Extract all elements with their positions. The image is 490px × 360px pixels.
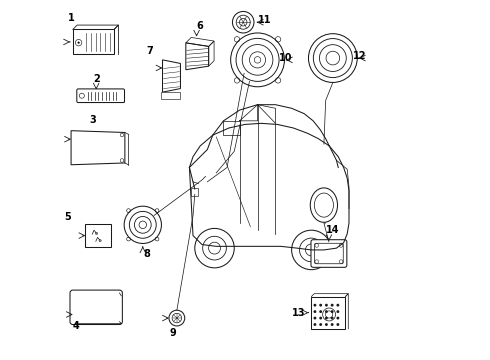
Circle shape xyxy=(319,310,322,313)
Circle shape xyxy=(331,304,334,307)
Text: 11: 11 xyxy=(258,15,271,26)
Circle shape xyxy=(77,41,80,44)
Text: 14: 14 xyxy=(326,225,340,235)
FancyBboxPatch shape xyxy=(191,188,197,196)
Circle shape xyxy=(331,323,334,326)
Text: 13: 13 xyxy=(292,308,305,318)
FancyBboxPatch shape xyxy=(77,89,124,103)
Circle shape xyxy=(314,304,317,307)
Text: 8: 8 xyxy=(143,249,150,259)
Text: 4: 4 xyxy=(72,321,79,330)
Text: 1: 1 xyxy=(68,13,74,23)
Text: 9: 9 xyxy=(169,328,176,338)
Circle shape xyxy=(337,310,339,313)
Circle shape xyxy=(319,304,322,307)
Text: 3: 3 xyxy=(89,115,96,125)
FancyBboxPatch shape xyxy=(70,290,122,324)
Circle shape xyxy=(314,317,317,319)
Text: 2: 2 xyxy=(93,74,99,84)
FancyBboxPatch shape xyxy=(85,224,111,247)
Circle shape xyxy=(319,323,322,326)
Circle shape xyxy=(331,310,334,313)
Circle shape xyxy=(337,304,339,307)
FancyBboxPatch shape xyxy=(315,243,343,264)
FancyBboxPatch shape xyxy=(311,240,347,267)
Text: 10: 10 xyxy=(279,53,293,63)
Text: 5: 5 xyxy=(65,212,72,222)
Circle shape xyxy=(325,304,328,307)
Circle shape xyxy=(325,310,328,313)
FancyBboxPatch shape xyxy=(73,30,114,54)
Text: 7: 7 xyxy=(146,46,153,55)
Circle shape xyxy=(337,323,339,326)
FancyBboxPatch shape xyxy=(161,92,180,99)
Circle shape xyxy=(319,317,322,319)
FancyBboxPatch shape xyxy=(311,297,345,329)
Circle shape xyxy=(325,317,328,319)
Circle shape xyxy=(337,317,339,319)
Text: 6: 6 xyxy=(197,21,203,31)
Circle shape xyxy=(325,323,328,326)
Circle shape xyxy=(331,317,334,319)
Circle shape xyxy=(314,310,317,313)
Text: 12: 12 xyxy=(353,51,366,61)
Circle shape xyxy=(314,323,317,326)
